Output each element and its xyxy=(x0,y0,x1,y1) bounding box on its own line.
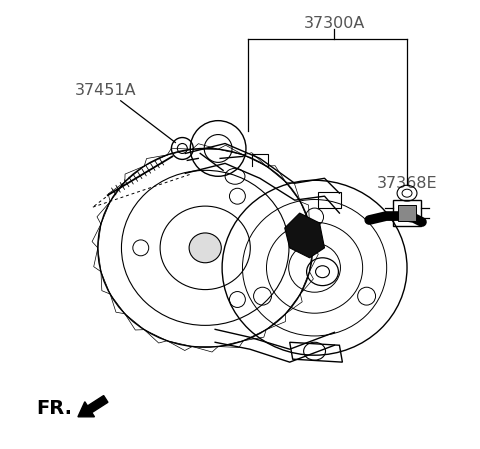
FancyBboxPatch shape xyxy=(398,205,416,221)
Text: 37300A: 37300A xyxy=(304,16,365,31)
Polygon shape xyxy=(285,213,324,258)
Text: 37368E: 37368E xyxy=(377,176,437,191)
FancyArrow shape xyxy=(78,396,108,417)
Text: FR.: FR. xyxy=(36,399,72,418)
Text: 37451A: 37451A xyxy=(75,84,137,98)
Ellipse shape xyxy=(189,233,221,263)
